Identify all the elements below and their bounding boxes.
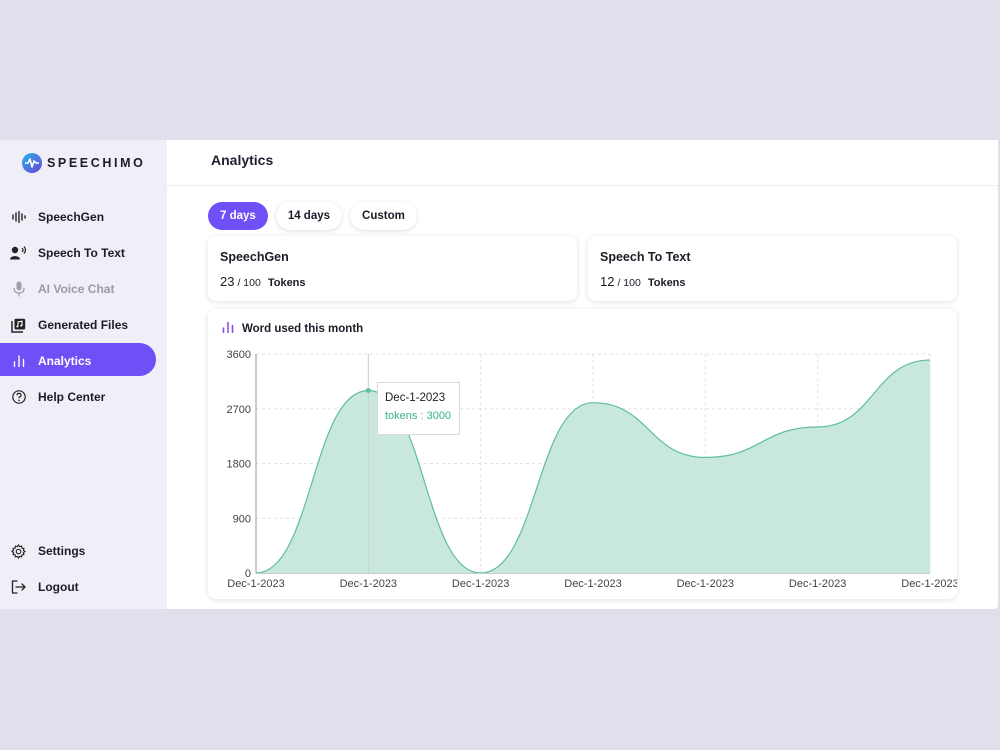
sidebar-item-label: Help Center: [38, 390, 106, 404]
x-tick-label: Dec-1-2023: [677, 578, 734, 590]
area-fill: [256, 360, 930, 573]
x-tick-label: Dec-1-2023: [452, 578, 509, 590]
tab-14-days[interactable]: 14 days: [275, 202, 343, 230]
microphone-icon: [10, 281, 27, 298]
stat-max: / 100: [617, 277, 641, 289]
date-range-tabs: 7 days 14 days Custom: [208, 202, 417, 230]
sidebar-item-label: SpeechGen: [38, 210, 105, 224]
x-tick-label: Dec-1-2023: [789, 578, 846, 590]
y-tick-label: 900: [233, 513, 251, 525]
stat-card-value: 23 / 100 Tokens: [220, 274, 306, 289]
stat-count: 23: [220, 274, 235, 289]
sidebar-item-label: Logout: [38, 580, 79, 594]
chart-header: Word used this month: [222, 321, 363, 336]
speaker-person-icon: [10, 245, 27, 262]
stat-max: / 100: [237, 277, 261, 289]
stat-card-title: SpeechGen: [220, 250, 289, 264]
stat-card-speechgen: SpeechGen 23 / 100 Tokens: [208, 236, 577, 301]
sidebar-item-label: AI Voice Chat: [38, 282, 115, 296]
main-content: Analytics 7 days 14 days Custom SpeechGe…: [167, 140, 998, 609]
tab-7-days[interactable]: 7 days: [208, 202, 268, 230]
bar-chart-icon: [10, 353, 27, 370]
stat-card-value: 12 / 100 Tokens: [600, 274, 686, 289]
sidebar-item-speech-to-text[interactable]: Speech To Text: [0, 235, 167, 271]
x-tick-label: Dec-1-2023: [340, 578, 397, 590]
sidebar-item-settings[interactable]: Settings: [0, 533, 167, 569]
logo-wave-icon: [22, 153, 42, 173]
y-tick-label: 3600: [227, 349, 251, 361]
tab-custom[interactable]: Custom: [350, 202, 417, 230]
y-tick-label: 0: [245, 568, 251, 580]
tooltip-date: Dec-1-2023: [385, 392, 446, 404]
chart-title: Word used this month: [242, 322, 364, 335]
stat-card-speech-to-text: Speech To Text 12 / 100 Tokens: [588, 236, 957, 301]
waveform-icon: [10, 209, 27, 226]
bar-chart-icon: [222, 321, 234, 336]
gear-icon: [10, 543, 27, 560]
top-bar: Analytics: [167, 140, 998, 186]
sidebar-item-analytics[interactable]: Analytics: [0, 343, 167, 379]
usage-chart-card: 0 900 1800 2700 3600 Dec-1-2023 Dec-1-2023 Dec-…: [208, 309, 957, 599]
stat-card-title: Speech To Text: [600, 250, 691, 264]
help-circle-icon: [10, 389, 27, 406]
sidebar-item-logout[interactable]: Logout: [0, 569, 167, 605]
app-window: SPEECHIMO SpeechGen Speech To Text AI Vo…: [0, 140, 998, 609]
sidebar-bottom-nav: Settings Logout: [0, 533, 167, 605]
sidebar-item-label: Generated Files: [38, 318, 129, 332]
logout-icon: [10, 579, 27, 596]
tooltip-value: tokens : 3000: [385, 410, 452, 422]
sidebar-item-label: Analytics: [38, 354, 92, 368]
series-line: [255, 359, 931, 574]
sidebar-item-label: Speech To Text: [38, 246, 125, 260]
stat-count: 12: [600, 274, 615, 289]
y-tick-label: 2700: [227, 404, 251, 416]
sidebar: SPEECHIMO SpeechGen Speech To Text AI Vo…: [0, 140, 167, 609]
stat-unit: Tokens: [647, 277, 686, 289]
sidebar-item-help-center[interactable]: Help Center: [0, 379, 167, 415]
page-title: Analytics: [211, 151, 274, 168]
sidebar-item-ai-voice-chat[interactable]: AI Voice Chat: [0, 271, 167, 307]
x-tick-label: Dec-1-2023: [901, 578, 957, 590]
y-tick-label: 1800: [227, 459, 251, 471]
x-tick-label: Dec-1-2023: [227, 578, 284, 590]
sidebar-item-generated-files[interactable]: Generated Files: [0, 307, 167, 343]
sidebar-item-label: Settings: [38, 544, 86, 558]
chart-tooltip: Dec-1-2023 tokens : 3000: [377, 382, 460, 435]
brand-logo[interactable]: SPEECHIMO: [22, 152, 145, 174]
brand-name: SPEECHIMO: [47, 156, 146, 170]
data-point: [365, 388, 371, 393]
stat-unit: Tokens: [267, 277, 306, 289]
sidebar-item-speechgen[interactable]: SpeechGen: [0, 199, 167, 235]
x-tick-label: Dec-1-2023: [564, 578, 621, 590]
files-icon: [10, 317, 27, 334]
sidebar-nav: SpeechGen Speech To Text AI Voice Chat G…: [0, 199, 167, 415]
